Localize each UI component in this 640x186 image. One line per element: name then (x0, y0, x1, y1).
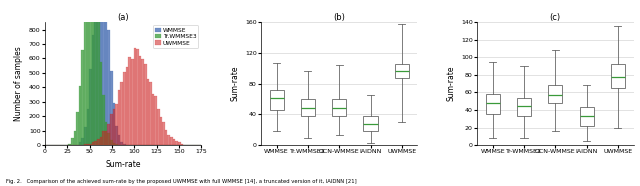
Bar (97, 0, 100, 145)
Bar (79, 142, 81, 145)
Bar (92, 142, 94, 145)
Bar (105, 0, 108, 145)
Bar (89, 144, 92, 145)
Bar (141, 59, 144, 145)
Text: Fig. 2.   Comparison of the achieved sum-rate by the proposed UWMMSE with full W: Fig. 2. Comparison of the achieved sum-r… (6, 179, 357, 184)
Bar (113, 103, 115, 145)
Y-axis label: Sum-rate: Sum-rate (447, 66, 456, 101)
Bar (120, 82, 123, 145)
Bar (180, 144, 183, 145)
Bar (113, 143, 115, 145)
Bar (86, 109, 89, 145)
Bar (108, 124, 110, 145)
Bar (157, 109, 159, 145)
Bar (154, 96, 157, 145)
PathPatch shape (364, 116, 378, 131)
Bar (168, 135, 170, 145)
Bar (89, 0, 92, 145)
Bar (144, 64, 147, 145)
Bar (100, 0, 102, 145)
Bar (68, 144, 71, 145)
Bar (94, 0, 97, 145)
PathPatch shape (301, 99, 315, 116)
Bar (147, 79, 149, 145)
Bar (115, 126, 118, 145)
Y-axis label: Sum-rate: Sum-rate (230, 66, 239, 101)
Title: (c): (c) (550, 12, 561, 22)
Bar (178, 142, 180, 145)
Bar (94, 0, 97, 145)
Bar (92, 35, 94, 145)
Bar (97, 139, 100, 145)
Bar (74, 131, 76, 145)
Bar (123, 144, 125, 145)
Bar (84, 127, 86, 145)
Bar (163, 122, 165, 145)
Bar (108, 30, 110, 145)
Title: (b): (b) (333, 12, 345, 22)
Bar (175, 141, 178, 145)
PathPatch shape (548, 85, 563, 103)
Bar (81, 138, 84, 145)
Bar (110, 71, 113, 145)
Bar (97, 9, 100, 145)
PathPatch shape (580, 107, 594, 126)
Bar (86, 144, 89, 145)
Bar (152, 94, 154, 145)
PathPatch shape (332, 99, 346, 116)
Bar (76, 112, 79, 145)
PathPatch shape (486, 94, 500, 113)
Bar (81, 50, 84, 145)
Bar (100, 62, 102, 145)
Bar (115, 144, 118, 145)
Bar (79, 86, 81, 145)
Bar (131, 59, 134, 145)
Bar (108, 133, 110, 145)
Bar (165, 130, 168, 145)
Bar (173, 140, 175, 145)
Bar (125, 67, 128, 145)
Bar (139, 56, 141, 145)
Bar (149, 82, 152, 145)
Bar (110, 140, 113, 145)
Bar (118, 135, 120, 145)
Bar (84, 144, 86, 145)
X-axis label: Sum-rate: Sum-rate (106, 160, 141, 169)
Bar (100, 137, 102, 145)
Bar (110, 114, 113, 145)
PathPatch shape (517, 98, 531, 116)
Bar (128, 57, 131, 145)
Title: (a): (a) (117, 12, 129, 22)
Bar (115, 104, 118, 145)
PathPatch shape (611, 64, 625, 88)
PathPatch shape (395, 64, 409, 78)
Bar (105, 122, 108, 145)
Bar (134, 48, 136, 145)
Y-axis label: Number of samples: Number of samples (14, 46, 23, 121)
Bar (86, 0, 89, 145)
Bar (120, 142, 123, 145)
Bar (92, 0, 94, 145)
Bar (89, 69, 92, 145)
Bar (94, 141, 97, 145)
Bar (136, 49, 139, 145)
Bar (102, 95, 105, 145)
Bar (105, 131, 108, 145)
Bar (118, 90, 120, 145)
Bar (71, 138, 74, 145)
Bar (170, 137, 173, 145)
PathPatch shape (269, 90, 284, 110)
Bar (113, 109, 115, 145)
Bar (159, 117, 163, 145)
Bar (84, 1, 86, 145)
Bar (123, 72, 125, 145)
Bar (102, 131, 105, 145)
Bar (102, 0, 105, 145)
Legend: WMMSE, Tr.WMMSE3, UWMMSE: WMMSE, Tr.WMMSE3, UWMMSE (152, 25, 198, 48)
